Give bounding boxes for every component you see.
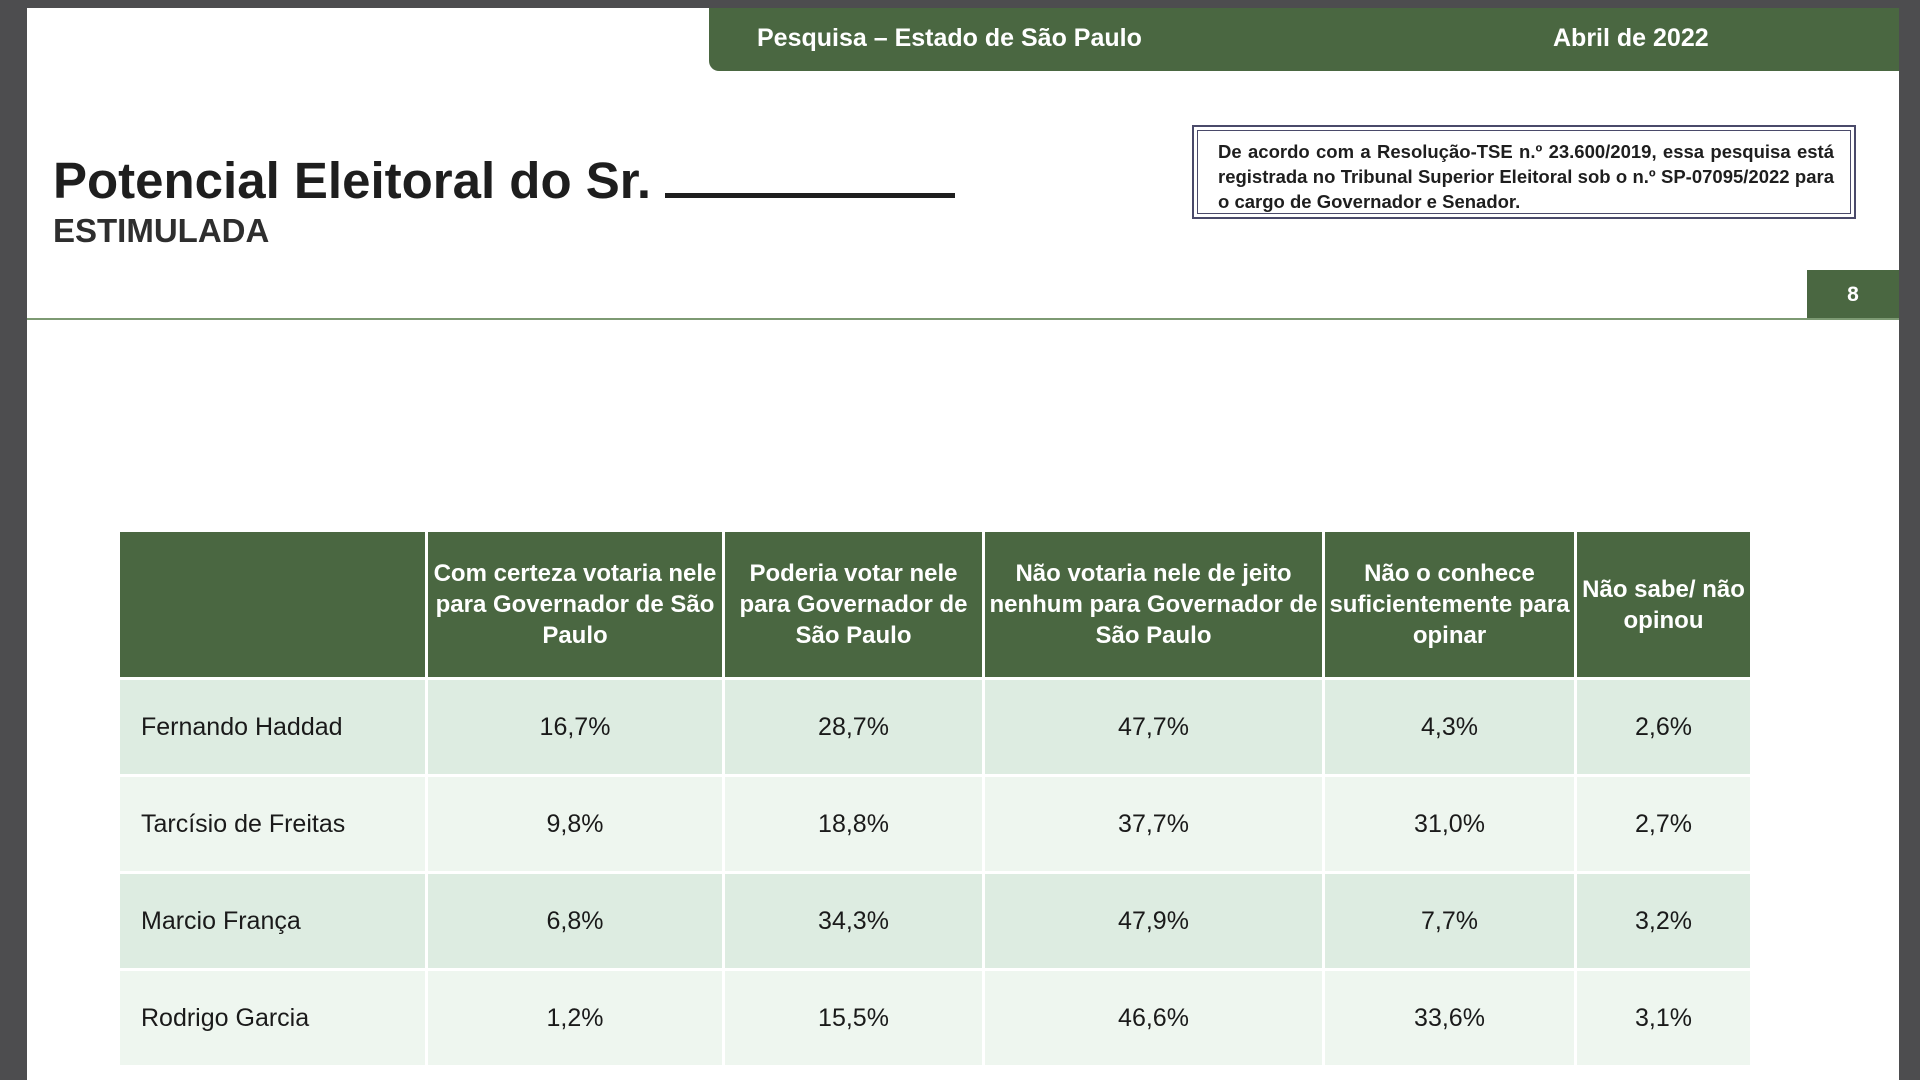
document-page: Pesquisa – Estado de São Paulo Abril de … [27, 8, 1899, 1080]
candidate-name: Marcio França [120, 874, 425, 968]
notice-text-before: De acordo com a Resolução-TSE n.º 23.600… [1218, 141, 1834, 187]
table-cell: 6,8% [428, 874, 722, 968]
table-cell: 15,5% [725, 971, 982, 1065]
table-row: Marcio França 6,8% 34,3% 47,9% 7,7% 3,2% [120, 874, 1750, 968]
header-divider [27, 318, 1899, 320]
table-cell: 2,6% [1577, 680, 1750, 774]
table-cell: 9,8% [428, 777, 722, 871]
table-cell: 37,7% [985, 777, 1322, 871]
table-cell: 46,6% [985, 971, 1322, 1065]
tse-notice-text: De acordo com a Resolução-TSE n.º 23.600… [1197, 130, 1851, 214]
candidate-name: Tarcísio de Freitas [120, 777, 425, 871]
table-cell: 18,8% [725, 777, 982, 871]
table-cell: 2,7% [1577, 777, 1750, 871]
column-header-candidate [120, 532, 425, 677]
table-row: Tarcísio de Freitas 9,8% 18,8% 37,7% 31,… [120, 777, 1750, 871]
title-block: Potencial Eleitoral do Sr. ESTIMULADA [53, 152, 956, 249]
page-number-badge: 8 [1807, 270, 1899, 320]
column-header-no-opinion: Não sabe/ não opinou [1577, 532, 1750, 677]
notice-text-after: para o cargo de Governador e Senador. [1218, 166, 1834, 212]
page-title: Potencial Eleitoral do Sr. [53, 152, 956, 209]
table-cell: 1,2% [428, 971, 722, 1065]
candidate-name: Rodrigo Garcia [120, 971, 425, 1065]
table-cell: 16,7% [428, 680, 722, 774]
table-cell: 7,7% [1325, 874, 1574, 968]
table-row: Fernando Haddad 16,7% 28,7% 47,7% 4,3% 2… [120, 680, 1750, 774]
candidate-name: Fernando Haddad [120, 680, 425, 774]
page-title-text: Potencial Eleitoral do Sr. [53, 152, 652, 209]
table-cell: 33,6% [1325, 971, 1574, 1065]
table-cell: 4,3% [1325, 680, 1574, 774]
header-title: Pesquisa – Estado de São Paulo [757, 24, 1142, 52]
column-header-could-vote: Poderia votar nele para Governador de Sã… [725, 532, 982, 677]
header-date: Abril de 2022 [1553, 24, 1709, 52]
tse-notice-box: De acordo com a Resolução-TSE n.º 23.600… [1192, 125, 1856, 219]
table-cell: 47,9% [985, 874, 1322, 968]
results-table: Com certeza votaria nele para Governador… [117, 529, 1753, 1068]
table-cell: 3,1% [1577, 971, 1750, 1065]
table-cell: 34,3% [725, 874, 982, 968]
notice-registration-number: SP-07095/2022 [1661, 166, 1790, 187]
table-cell: 3,2% [1577, 874, 1750, 968]
column-header-certainly-vote: Com certeza votaria nele para Governador… [428, 532, 722, 677]
table-cell: 28,7% [725, 680, 982, 774]
column-header-would-not-vote: Não votaria nele de jeito nenhum para Go… [985, 532, 1322, 677]
header-bar: Pesquisa – Estado de São Paulo Abril de … [709, 8, 1899, 71]
table-cell: 31,0% [1325, 777, 1574, 871]
table-header-row: Com certeza votaria nele para Governador… [120, 532, 1750, 677]
table-row: Rodrigo Garcia 1,2% 15,5% 46,6% 33,6% 3,… [120, 971, 1750, 1065]
column-header-does-not-know: Não o conhece suficientemente para opina… [1325, 532, 1574, 677]
title-blank-line [665, 157, 956, 198]
page-subtitle: ESTIMULADA [53, 212, 270, 249]
table-cell: 47,7% [985, 680, 1322, 774]
